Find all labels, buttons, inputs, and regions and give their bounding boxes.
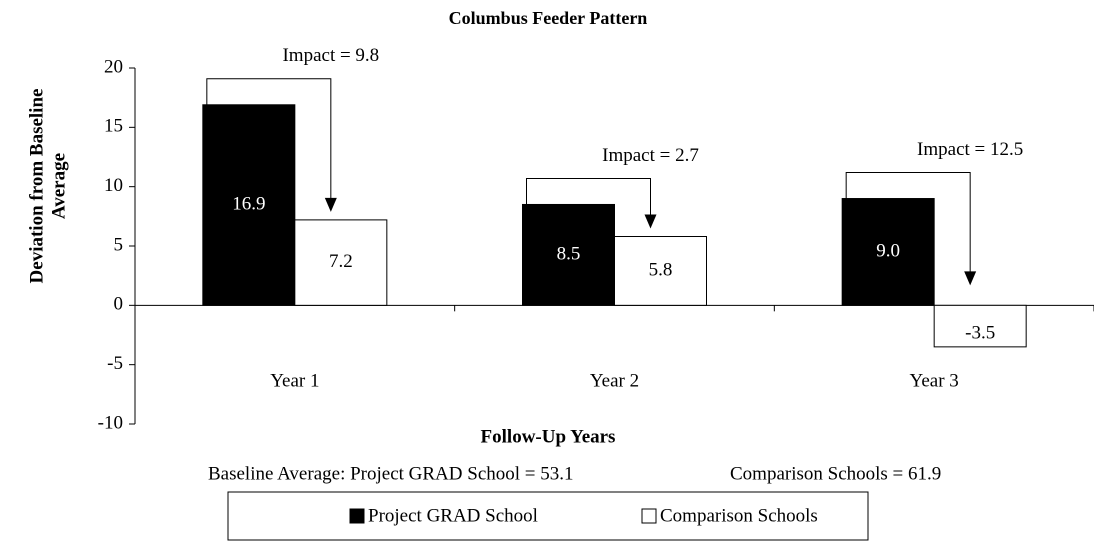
impact-bracket: [845, 172, 971, 274]
y-tick-label: 0: [114, 294, 124, 315]
bar: [614, 236, 707, 306]
x-tick-label: Year 2: [590, 370, 639, 391]
x-tick-label: Year 1: [270, 370, 319, 391]
annotation: Impact = 2.7: [602, 145, 699, 166]
legend-swatch: [349, 508, 365, 524]
x-axis-title: Follow-Up Years: [481, 426, 616, 447]
value-label: 5.8: [649, 259, 673, 280]
note: Baseline Average: Project GRAD School = …: [208, 463, 574, 484]
impact-arrow: [644, 214, 657, 229]
value-label: -3.5: [965, 322, 995, 343]
impact-bracket: [206, 78, 332, 200]
legend-box: [227, 491, 869, 541]
y-tick-label: -10: [98, 412, 123, 433]
impact-arrow: [964, 271, 977, 286]
annotation: Impact = 9.8: [282, 45, 379, 66]
impact-bracket: [526, 177, 651, 217]
impact-arrow: [324, 197, 337, 212]
value-label: 8.5: [557, 243, 581, 264]
bar: [202, 104, 296, 306]
legend-label: Project GRAD School: [368, 505, 538, 526]
y-axis-title: Average: [48, 153, 69, 219]
value-label: 9.0: [876, 240, 900, 261]
y-tick-label: 15: [104, 116, 123, 137]
annotation: Impact = 12.5: [917, 139, 1023, 160]
bar: [841, 198, 935, 306]
bar: [522, 203, 615, 306]
y-tick-label: 20: [104, 56, 123, 77]
note: Comparison Schools = 61.9: [730, 463, 941, 484]
y-tick-label: 5: [114, 234, 124, 255]
value-label: 16.9: [232, 193, 265, 214]
y-tick-label: -5: [107, 353, 123, 374]
value-label: 7.2: [329, 251, 353, 272]
y-tick-label: 10: [104, 175, 123, 196]
chart-title: Columbus Feeder Pattern: [449, 8, 648, 28]
x-tick-label: Year 3: [910, 370, 959, 391]
legend-swatch: [641, 508, 657, 524]
bar: [294, 219, 388, 306]
legend-label: Comparison Schools: [660, 505, 818, 526]
y-axis-title: Deviation from Baseline: [26, 89, 47, 284]
bar: [933, 304, 1027, 348]
